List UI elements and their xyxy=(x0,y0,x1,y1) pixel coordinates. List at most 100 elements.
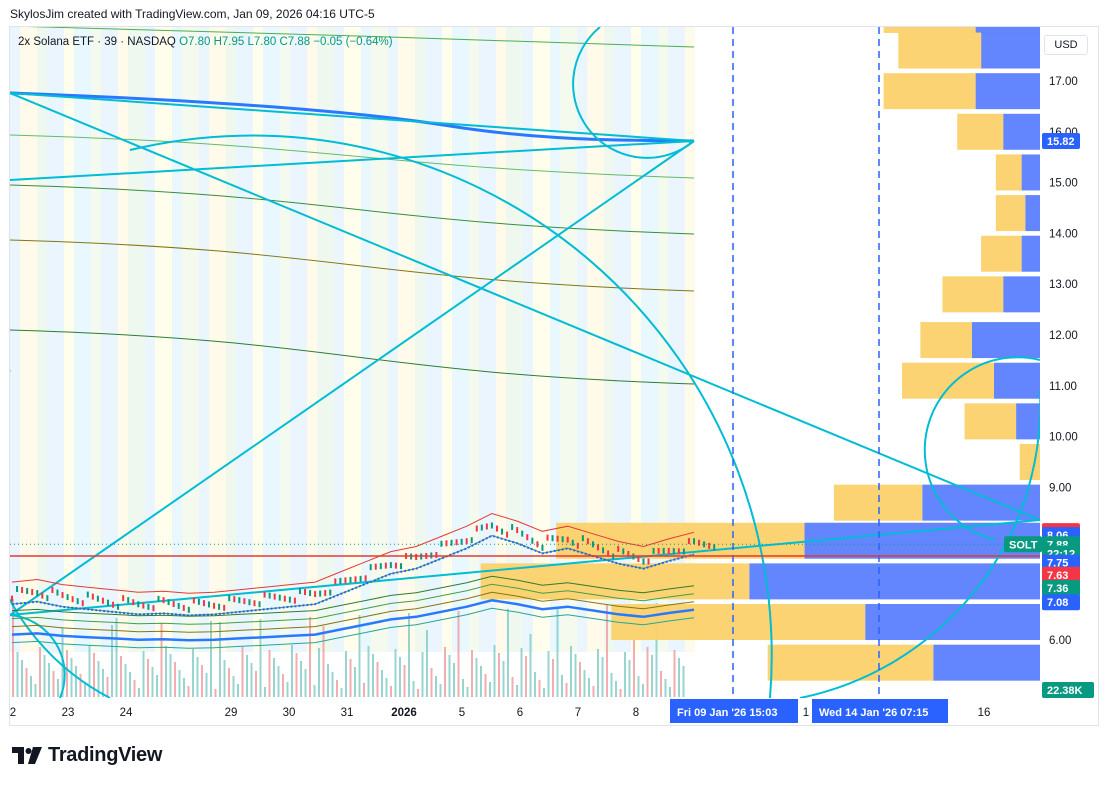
volume-bar xyxy=(534,672,536,697)
time-tick-label: 8 xyxy=(633,707,639,719)
volume-bar xyxy=(120,656,122,697)
volume-bar xyxy=(282,674,284,697)
background-band xyxy=(226,27,236,652)
candle xyxy=(581,535,584,542)
candle xyxy=(531,537,534,544)
candle xyxy=(698,539,701,546)
moving-average-line xyxy=(11,607,695,649)
volume-profile-yellow xyxy=(964,403,1017,440)
candle xyxy=(218,603,221,610)
candle xyxy=(475,525,478,532)
candle xyxy=(51,587,54,594)
candle xyxy=(384,562,387,569)
candle xyxy=(314,591,317,598)
currency-selector[interactable]: USD xyxy=(1044,35,1088,55)
volume-bar xyxy=(597,649,599,697)
background-band xyxy=(209,27,226,652)
volume-bar xyxy=(273,658,275,697)
volume-bar xyxy=(403,665,406,697)
volume-bar xyxy=(390,686,392,697)
volume-bar xyxy=(340,688,343,697)
price-tag xyxy=(1042,132,1080,149)
candle xyxy=(556,535,559,542)
volume-bar xyxy=(192,649,194,697)
volume-bar xyxy=(327,664,329,697)
volume-bar xyxy=(156,675,158,697)
price-tag xyxy=(1042,579,1080,596)
background-band xyxy=(91,27,101,652)
volume-bar xyxy=(178,670,181,697)
background-band xyxy=(523,27,533,652)
volume-bar xyxy=(66,650,68,697)
volume-bar xyxy=(88,645,91,697)
background-band xyxy=(685,27,695,652)
background-band xyxy=(533,27,550,652)
chart-frame[interactable] xyxy=(9,26,1099,726)
background-band xyxy=(64,27,74,652)
volume-bar xyxy=(79,674,82,697)
candle xyxy=(713,544,716,551)
background-band xyxy=(253,27,263,652)
envelope-line xyxy=(10,184,695,235)
volume-bar xyxy=(286,682,289,697)
volume-bar xyxy=(610,673,613,697)
candle xyxy=(152,605,155,612)
volume-profile-blue xyxy=(922,484,1040,521)
candle xyxy=(81,600,84,607)
volume-bar xyxy=(142,651,145,697)
volume-bar xyxy=(471,650,473,697)
volume-bar xyxy=(115,618,118,697)
background-band xyxy=(101,27,118,652)
volume-bar xyxy=(498,653,500,697)
candle xyxy=(642,558,645,565)
volume-profile-blue xyxy=(1003,113,1040,150)
volume-bar xyxy=(205,673,208,697)
volume-bar xyxy=(529,634,532,697)
candle xyxy=(450,539,453,546)
trend-line xyxy=(10,92,695,142)
chart-attribution: SkylosJim created with TradingView.com, … xyxy=(10,7,375,21)
volume-bar xyxy=(642,684,644,697)
volume-bar xyxy=(430,668,433,697)
candle xyxy=(359,575,362,582)
tradingview-logo-icon xyxy=(12,746,42,764)
candle xyxy=(46,595,49,602)
volume-profile-yellow xyxy=(611,604,866,641)
volume-bar xyxy=(475,658,478,697)
volume-bar xyxy=(484,674,487,697)
volume-bar xyxy=(16,652,19,697)
background-band xyxy=(280,27,290,652)
candle xyxy=(394,562,397,569)
volume-bar xyxy=(124,664,127,697)
background-band xyxy=(479,27,496,652)
volume-bar xyxy=(453,663,455,697)
volume-bar xyxy=(570,646,572,697)
background-band xyxy=(577,27,587,652)
volume-bar xyxy=(579,662,581,697)
volume-bar xyxy=(264,687,266,697)
time-marker-label: Wed 14 Jan '26 07:15 xyxy=(819,707,928,719)
candle xyxy=(485,523,488,530)
time-tick-label: 30 xyxy=(283,707,296,719)
volume-bar xyxy=(525,656,527,697)
volume-bar xyxy=(201,665,203,697)
volume-bar xyxy=(277,666,280,697)
background-band xyxy=(658,27,668,652)
volume-bar xyxy=(547,651,550,697)
candle xyxy=(21,587,24,594)
candle xyxy=(561,536,564,543)
background-band xyxy=(155,27,172,652)
price-tick-label: 9.00 xyxy=(1049,482,1071,494)
volume-bar xyxy=(129,672,131,697)
symbol-legend[interactable]: 2x Solana ETF · 39 · NASDAQ O7.80 H7.95 … xyxy=(18,36,393,48)
brand-name: TradingView xyxy=(48,744,163,766)
candle xyxy=(657,547,660,554)
volume-bar xyxy=(268,650,271,697)
volume-bar xyxy=(295,653,298,697)
candle xyxy=(455,539,458,546)
tradingview-logo[interactable]: TradingView xyxy=(12,744,162,767)
time-tick-label: 2026 xyxy=(391,707,417,719)
candle xyxy=(147,603,150,610)
volume-profile-blue xyxy=(933,644,1040,681)
